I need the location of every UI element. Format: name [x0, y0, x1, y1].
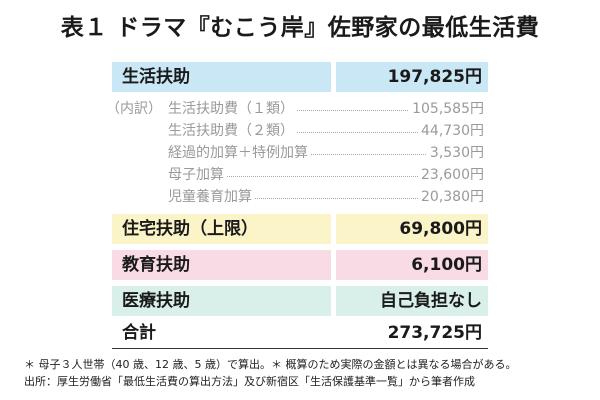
- breakdown-label: 生活扶助費（２類）: [168, 120, 297, 142]
- breakdown-row: （内訳） 生活扶助費（１類） 105,585円: [106, 98, 488, 120]
- breakdown-label: 児童養育加算: [168, 186, 255, 208]
- dotted-leader: [168, 198, 432, 199]
- breakdown-row: 経過的加算＋特例加算 3,530円: [112, 142, 488, 164]
- breakdown-value: 20,380円: [418, 186, 484, 208]
- row-label: 医療扶助: [112, 286, 331, 316]
- table-title: 表１ ドラマ『むこう岸』佐野家の最低生活費: [60, 15, 540, 41]
- row-label: 生活扶助: [112, 62, 331, 92]
- breakdown-row: 児童養育加算 20,380円: [112, 186, 488, 208]
- total-underline: [112, 348, 488, 349]
- breakdown-row: 母子加算 23,600円: [112, 164, 488, 186]
- dotted-leader: [168, 132, 432, 133]
- row-housing-assistance: 住宅扶助（上限） 69,800円: [112, 214, 488, 244]
- breakdown-value: 44,730円: [418, 120, 484, 142]
- dotted-leader: [168, 176, 432, 177]
- row-education-assistance: 教育扶助 6,100円: [112, 250, 488, 280]
- row-label: 合計: [122, 323, 156, 343]
- breakdown-label: 母子加算: [168, 164, 227, 186]
- row-value: 69,800円: [336, 214, 488, 244]
- row-living-assistance: 生活扶助 197,825円: [112, 62, 488, 92]
- footnotes: ＊ 母子３人世帯（40 歳、12 歳、5 歳）で算出。＊ 概算のため実際の金額と…: [24, 356, 594, 390]
- row-value: 273,725円: [387, 323, 482, 343]
- footnote-line: ＊ 母子３人世帯（40 歳、12 歳、5 歳）で算出。＊ 概算のため実際の金額と…: [24, 358, 517, 371]
- breakdown-value: 3,530円: [426, 142, 484, 164]
- row-label: 住宅扶助（上限）: [112, 214, 331, 244]
- row-label: 教育扶助: [112, 250, 331, 280]
- breakdown-prefix: （内訳）: [106, 101, 162, 117]
- footnote-line: 出所：厚生労働省「最低生活費の算出方法」及び新宿区「生活保護基準一覧」から筆者作…: [24, 375, 475, 388]
- breakdown-label: 生活扶助費（１類）: [168, 98, 297, 120]
- row-total: 合計 273,725円: [112, 318, 488, 348]
- row-medical-assistance: 医療扶助 自己負担なし: [112, 286, 488, 316]
- breakdown-value: 23,600円: [418, 164, 484, 186]
- dotted-leader: [168, 110, 432, 111]
- breakdown-row: 生活扶助費（２類） 44,730円: [112, 120, 488, 142]
- breakdown-value: 105,585円: [409, 98, 484, 120]
- breakdown-label: 経過的加算＋特例加算: [168, 142, 311, 164]
- row-value: 197,825円: [336, 62, 488, 92]
- row-value: 自己負担なし: [336, 286, 488, 316]
- row-value: 6,100円: [336, 250, 488, 280]
